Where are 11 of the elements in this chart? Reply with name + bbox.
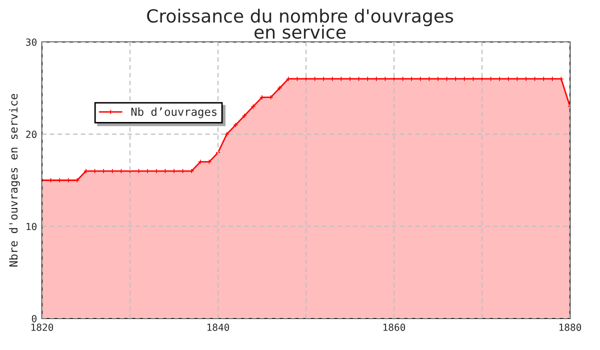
y-tick-label: 30 — [26, 38, 37, 46]
y-tick-label: 0 — [32, 315, 37, 322]
y-tick-label: 20 — [26, 130, 37, 138]
x-tick-label: 1840 — [207, 324, 230, 331]
x-tick-label: 1820 — [31, 324, 54, 331]
chart-title: Croissance du nombre d'ouvrages en service — [147, 8, 454, 39]
x-tick-label: 1860 — [383, 324, 406, 331]
y-axis-title: Nbre d'ouvrages en service — [9, 94, 20, 266]
x-tick-label: 1880 — [559, 324, 582, 331]
y-tick-label: 10 — [26, 222, 37, 230]
legend-label: Nb d’ouvrages — [131, 107, 216, 118]
